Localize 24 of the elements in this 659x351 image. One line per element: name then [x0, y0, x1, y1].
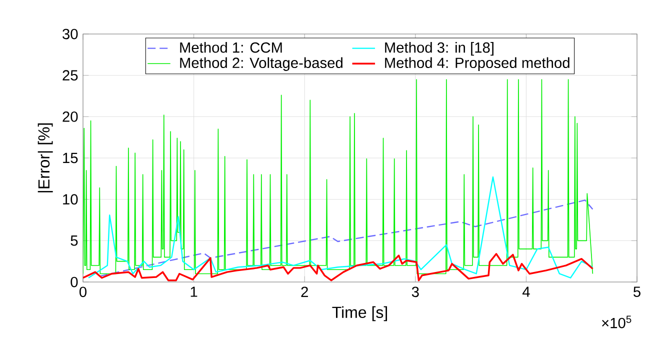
line-series [83, 253, 594, 282]
line-series [83, 79, 594, 274]
y-tick-label: 5 [70, 236, 78, 246]
x-tick-label: 4 [522, 286, 530, 297]
line-series [99, 200, 594, 277]
y-tick-label: 20 [62, 111, 78, 122]
x-axis-title: Time [s] [332, 306, 387, 322]
text: ×10$^{5}$ [602, 316, 632, 328]
legend-label: Method 3: in [18] [385, 42, 494, 56]
line-series [88, 176, 594, 278]
y-tick-label: 15 [63, 152, 78, 164]
legend-label: Method 4: Proposed method [385, 57, 570, 71]
y-tick-label: 10 [63, 194, 78, 205]
x-tick-label: 3 [412, 286, 419, 298]
y-axis-title: |Error| [%] [38, 123, 53, 192]
x-tick-label: 5 [634, 286, 640, 297]
y-tick-label: 25 [62, 70, 78, 81]
x-tick-label: 1 [190, 286, 198, 297]
y-tick-label: 0 [70, 276, 78, 288]
legend-label: Method 1: CCM [180, 42, 282, 53]
x-tick-label: 2 [301, 286, 308, 297]
y-tick-label: 30 [62, 28, 78, 40]
x-tick-label: 0 [79, 286, 86, 298]
legend-label: Method 2: Voltage-based [180, 57, 342, 71]
